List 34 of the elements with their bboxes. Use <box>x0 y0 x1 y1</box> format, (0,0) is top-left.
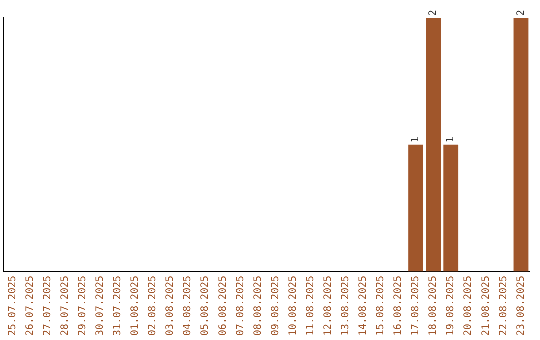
x-tick-label: 30.07.2025 <box>95 276 106 336</box>
x-tick-label: 02.08.2025 <box>148 276 159 336</box>
x-tick-label: 22.08.2025 <box>498 276 510 336</box>
x-tick-label: 20.08.2025 <box>463 276 474 336</box>
x-tick-label: 21.08.2025 <box>480 276 492 336</box>
x-tick-label: 18.08.2025 <box>428 276 440 336</box>
x-tick-label: 31.07.2025 <box>112 276 124 336</box>
x-tick-label: 05.08.2025 <box>200 276 212 336</box>
x-tick-label: 26.07.2025 <box>24 276 36 336</box>
data-label: 2 <box>516 10 527 16</box>
x-tick-label: 17.08.2025 <box>410 276 422 336</box>
x-tick-label: 06.08.2025 <box>218 276 229 336</box>
x-tick-label: 16.08.2025 <box>393 276 404 336</box>
data-label: 1 <box>410 136 422 143</box>
x-tick-label: 08.08.2025 <box>252 276 264 336</box>
x-tick-label: 03.08.2025 <box>165 276 176 336</box>
x-tick-label: 09.08.2025 <box>270 276 282 336</box>
x-tick-label: 28.07.2025 <box>60 276 71 336</box>
x-tick-label: 27.07.2025 <box>42 276 54 336</box>
x-tick-label: 29.07.2025 <box>77 276 88 336</box>
x-tick-label: 13.08.2025 <box>340 276 352 336</box>
x-tick-label: 15.08.2025 <box>376 276 387 336</box>
x-tick-label: 25.07.2025 <box>7 276 18 336</box>
x-tick-label: 04.08.2025 <box>182 276 194 336</box>
x-tick-label: 11.08.2025 <box>305 276 316 336</box>
x-tick-label: 07.08.2025 <box>235 276 246 336</box>
x-tick-label: 19.08.2025 <box>446 276 457 336</box>
x-tick-label: 01.08.2025 <box>130 276 142 336</box>
data-label: 2 <box>428 10 440 16</box>
x-tick-label: 10.08.2025 <box>288 276 299 336</box>
data-label: 1 <box>446 136 457 143</box>
x-tick-label: 14.08.2025 <box>358 276 370 336</box>
x-tick-label: 23.08.2025 <box>516 276 527 336</box>
x-tick-label: 12.08.2025 <box>322 276 334 336</box>
